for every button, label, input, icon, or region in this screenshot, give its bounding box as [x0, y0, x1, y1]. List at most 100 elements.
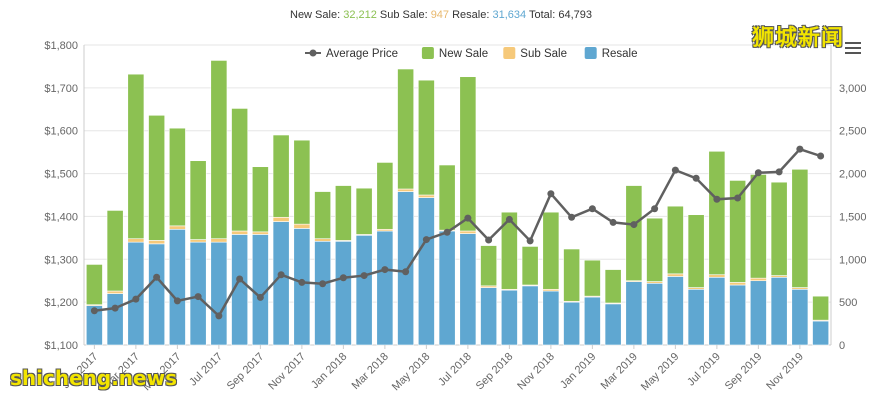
bar-new-sale — [770, 181, 788, 276]
bar-new-sale — [521, 246, 539, 286]
grand-total-value: 64,793 — [558, 9, 592, 21]
average-price-point — [277, 271, 285, 279]
y-left-tick-label: $1,600 — [44, 126, 78, 138]
y-left-tick-label: $1,400 — [44, 211, 78, 223]
average-price-point — [692, 174, 700, 182]
average-price-point — [796, 145, 804, 153]
bar-resale — [666, 276, 684, 346]
new-sale-total-label: New Sale: — [290, 9, 341, 21]
chart-menu-icon[interactable] — [845, 42, 861, 56]
average-price-point — [588, 205, 596, 213]
bar-resale — [500, 289, 518, 346]
bar-resale — [376, 230, 394, 346]
average-price-point — [547, 190, 555, 198]
y-right-tick-label: 500 — [839, 297, 857, 309]
y-right-tick-label: 1,500 — [839, 211, 867, 223]
bar-resale — [687, 288, 705, 346]
bar-new-sale — [168, 127, 186, 227]
bar-new-sale — [542, 211, 560, 290]
y-right-tick-label: 2,000 — [839, 169, 867, 181]
bar-resale — [334, 240, 352, 346]
average-price-point — [568, 213, 576, 221]
bar-new-sale — [231, 108, 249, 232]
average-price-point — [402, 268, 410, 276]
x-tick-label: Nov 2017 — [266, 351, 308, 393]
average-price-point — [173, 297, 181, 305]
bar-sub-sale — [397, 188, 415, 192]
bar-new-sale — [729, 180, 747, 283]
y-left-tick-label: $1,200 — [44, 297, 78, 309]
bar-new-sale — [293, 139, 311, 225]
x-tick-label: Sep 2017 — [225, 351, 267, 393]
bar-resale — [708, 276, 726, 346]
x-tick-label: Nov 2019 — [764, 351, 806, 393]
average-price-point — [111, 304, 119, 312]
bar-resale — [563, 301, 581, 346]
bar-new-sale — [563, 248, 581, 302]
bar-new-sale — [687, 214, 705, 288]
legend-sub-sale-label: Sub Sale — [520, 48, 567, 60]
average-price-point — [505, 215, 513, 223]
grand-total-label: Total: — [528, 9, 556, 21]
bar-new-sale — [438, 164, 456, 231]
y-left-tick-label: $1,100 — [44, 340, 78, 352]
bar-new-sale — [417, 79, 435, 196]
bar-resale — [729, 284, 747, 346]
average-price-point — [132, 295, 140, 303]
bar-resale — [646, 282, 664, 346]
y-left-tick-label: $1,800 — [44, 40, 78, 52]
bar-new-sale — [376, 162, 394, 230]
sub-sale-total-label: Sub Sale: — [379, 9, 428, 21]
bar-sub-sale — [148, 240, 166, 245]
x-tick-label: Jan 2019 — [558, 351, 598, 391]
x-tick-label: Nov 2018 — [515, 351, 557, 393]
bar-new-sale — [480, 245, 498, 287]
bar-sub-sale — [127, 238, 145, 243]
bar-resale — [168, 228, 186, 346]
x-tick-label: Jul 2018 — [436, 351, 474, 389]
bar-new-sale — [708, 150, 726, 276]
bar-new-sale — [583, 259, 601, 297]
bar-resale — [417, 197, 435, 346]
bar-new-sale — [85, 264, 103, 306]
bar-new-sale — [148, 114, 166, 241]
bar-sub-sale — [749, 277, 767, 282]
average-price-point — [713, 195, 721, 203]
average-price-point — [526, 237, 534, 245]
bar-sub-sale — [168, 225, 186, 230]
watermark-bottom: shicheng.news — [10, 366, 177, 390]
bar-new-sale — [314, 191, 332, 240]
bar-resale — [480, 287, 498, 346]
bar-resale — [210, 241, 228, 346]
bar-resale — [314, 240, 332, 346]
legend-average-price-marker — [309, 49, 317, 57]
average-price-point — [754, 169, 762, 177]
bar-sub-sale — [708, 274, 726, 278]
average-price-point — [339, 274, 347, 282]
average-price-point — [422, 236, 430, 244]
bar-new-sale — [334, 185, 352, 241]
bar-new-sale — [189, 160, 207, 240]
bar-resale — [812, 320, 830, 346]
x-tick-label: Jul 2017 — [187, 351, 225, 389]
resale-total-label: Resale: — [452, 9, 490, 21]
bar-new-sale — [355, 187, 373, 235]
bar-resale — [521, 285, 539, 346]
average-price-point — [609, 218, 617, 226]
bar-new-sale — [251, 166, 269, 233]
average-price-point — [485, 236, 493, 244]
average-price-point — [319, 280, 327, 288]
average-price-point — [443, 228, 451, 236]
bar-new-sale — [272, 134, 290, 218]
x-tick-label: Jan 2018 — [309, 351, 349, 391]
average-price-point — [775, 168, 783, 176]
bar-new-sale — [749, 174, 767, 279]
x-tick-label: May 2019 — [639, 351, 682, 394]
legend-average-price-label: Average Price — [326, 48, 398, 60]
average-price-point — [215, 312, 223, 320]
resale-total-value: 31,634 — [492, 9, 527, 21]
sub-sale-total-value: 947 — [430, 9, 450, 21]
bar-sub-sale — [666, 273, 684, 277]
y-right-tick-label: 2,500 — [839, 126, 867, 138]
bar-sub-sale — [459, 230, 477, 234]
